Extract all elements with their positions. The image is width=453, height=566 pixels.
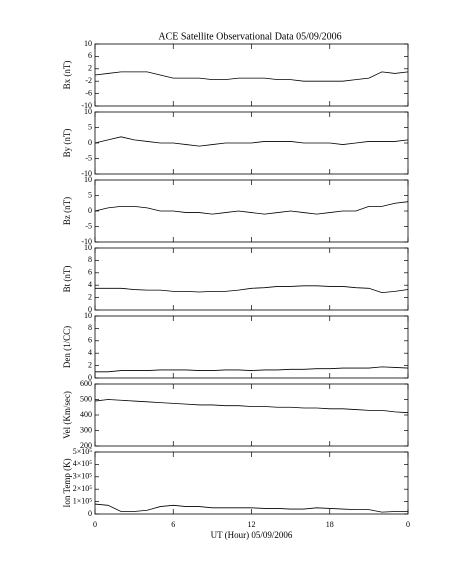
y-tick-label: 10 xyxy=(84,243,92,252)
y-tick-label: 5×10⁵ xyxy=(73,447,93,456)
y-tick-label: -10 xyxy=(81,237,92,246)
y-tick-label: 500 xyxy=(80,394,92,403)
y-tick-label: -10 xyxy=(81,101,92,110)
y-tick-label: 2×10⁵ xyxy=(73,484,93,493)
y-tick-label: 6 xyxy=(88,51,92,60)
data-line xyxy=(95,285,409,294)
y-tick-label: 300 xyxy=(80,425,92,434)
y-tick-label: 400 xyxy=(80,410,92,419)
x-tick-label: 6 xyxy=(171,520,175,529)
y-tick-label: 10 xyxy=(84,107,92,116)
x-axis-label: UT (Hour) 05/09/2006 xyxy=(211,530,293,540)
y-tick-label: 10 xyxy=(84,175,92,184)
panel-frame xyxy=(94,247,409,311)
data-line xyxy=(94,201,409,215)
x-tick-label: 12 xyxy=(248,520,256,529)
y-tick-label: 2 xyxy=(88,360,92,369)
y-axis-label: Ion Temp (K) xyxy=(62,458,72,507)
y-tick-label: 10 xyxy=(84,311,92,320)
y-axis-label: Bx (nT) xyxy=(62,61,72,90)
data-line xyxy=(95,366,409,373)
data-line xyxy=(94,71,409,82)
panel-frame xyxy=(94,383,409,447)
y-tick-label: 4 xyxy=(88,280,92,289)
x-tick-label: 18 xyxy=(326,520,334,529)
y-tick-label: 600 xyxy=(80,379,92,388)
y-tick-label: 0 xyxy=(88,509,92,518)
y-tick-label: 8 xyxy=(88,255,92,264)
panel-frame xyxy=(94,451,409,515)
y-axis-label: By (nT) xyxy=(62,129,72,158)
y-axis-label: Bz (nT) xyxy=(62,197,72,225)
y-tick-label: -6 xyxy=(85,88,92,97)
y-tick-label: 0 xyxy=(88,305,92,314)
y-tick-label: 2 xyxy=(88,64,92,73)
data-line xyxy=(94,399,409,414)
y-axis-label: Den (1/CC) xyxy=(62,326,72,368)
y-tick-label: 0 xyxy=(88,138,92,147)
y-tick-label: -5 xyxy=(85,153,92,162)
panel-frame xyxy=(94,315,409,379)
y-tick-label: -10 xyxy=(81,169,92,178)
y-tick-label: 5 xyxy=(88,122,92,131)
y-tick-label: 8 xyxy=(88,323,92,332)
y-tick-label: -2 xyxy=(85,76,92,85)
y-tick-label: 10 xyxy=(84,39,92,48)
x-tick-label: 0 xyxy=(406,520,410,529)
panel-frame xyxy=(94,43,409,107)
y-tick-label: 6 xyxy=(88,336,92,345)
x-tick-label: 0 xyxy=(93,520,97,529)
y-tick-label: 0 xyxy=(88,206,92,215)
y-tick-label: 5 xyxy=(88,190,92,199)
y-tick-label: 4×10⁵ xyxy=(73,459,93,468)
chart-title: ACE Satellite Observational Data 05/09/2… xyxy=(158,31,341,42)
y-tick-label: 1×10⁵ xyxy=(73,496,93,505)
y-tick-label: -5 xyxy=(85,221,92,230)
data-line xyxy=(94,503,408,513)
y-tick-label: 0 xyxy=(88,373,92,382)
y-axis-label: Vel (Km/sec) xyxy=(62,391,72,439)
y-tick-label: 2 xyxy=(88,292,92,301)
y-tick-label: 4 xyxy=(88,348,92,357)
y-tick-label: 3×10⁵ xyxy=(73,472,93,481)
data-line xyxy=(94,136,409,147)
y-axis-label: Bt (nT) xyxy=(62,266,72,293)
y-tick-label: 6 xyxy=(88,268,92,277)
y-tick-label: 200 xyxy=(80,441,92,450)
panel-frame xyxy=(94,179,409,243)
